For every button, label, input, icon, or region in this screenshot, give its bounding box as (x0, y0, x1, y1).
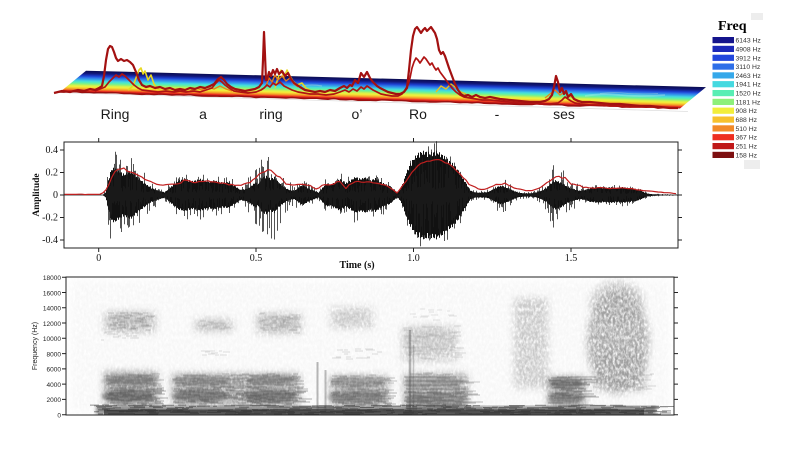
svg-text:-0.4: -0.4 (42, 235, 58, 246)
svg-text:16000: 16000 (43, 290, 61, 297)
svg-text:Time (s): Time (s) (339, 260, 374, 271)
svg-text:1.0: 1.0 (407, 253, 420, 264)
svg-text:0: 0 (57, 413, 61, 420)
svg-text:12000: 12000 (43, 321, 61, 328)
svg-text:18000: 18000 (43, 275, 61, 282)
svg-text:Freq: Freq (718, 19, 747, 34)
svg-text:8000: 8000 (47, 351, 62, 358)
svg-text:367 Hz: 367 Hz (736, 135, 758, 142)
svg-text:0.5: 0.5 (250, 253, 263, 264)
svg-text:0.4: 0.4 (46, 145, 59, 156)
svg-text:1181 Hz: 1181 Hz (736, 99, 761, 106)
svg-text:3110 Hz: 3110 Hz (736, 64, 761, 71)
svg-text:4000: 4000 (47, 382, 62, 389)
svg-text:3912 Hz: 3912 Hz (736, 55, 762, 62)
svg-text:0: 0 (53, 190, 58, 201)
svg-text:0: 0 (96, 253, 101, 264)
svg-text:688 Hz: 688 Hz (736, 117, 758, 124)
svg-text:14000: 14000 (43, 306, 61, 313)
svg-text:1520 Hz: 1520 Hz (736, 91, 762, 98)
svg-text:908 Hz: 908 Hz (736, 108, 758, 115)
svg-text:158 Hz: 158 Hz (736, 152, 758, 159)
svg-text:2463 Hz: 2463 Hz (736, 73, 762, 80)
svg-text:0.2: 0.2 (46, 168, 59, 179)
svg-text:510 Hz: 510 Hz (736, 126, 758, 133)
svg-text:10000: 10000 (43, 336, 61, 343)
svg-text:251 Hz: 251 Hz (736, 144, 758, 151)
svg-text:1941 Hz: 1941 Hz (736, 82, 762, 89)
svg-text:6000: 6000 (47, 367, 62, 374)
svg-text:-0.2: -0.2 (42, 213, 58, 224)
svg-text:1.5: 1.5 (565, 253, 578, 264)
svg-text:Amplitude: Amplitude (32, 173, 42, 216)
svg-text:4908 Hz: 4908 Hz (736, 46, 762, 53)
svg-text:Frequency (Hz): Frequency (Hz) (32, 322, 39, 370)
svg-text:6143 Hz: 6143 Hz (736, 38, 762, 45)
svg-text:2000: 2000 (47, 397, 62, 404)
